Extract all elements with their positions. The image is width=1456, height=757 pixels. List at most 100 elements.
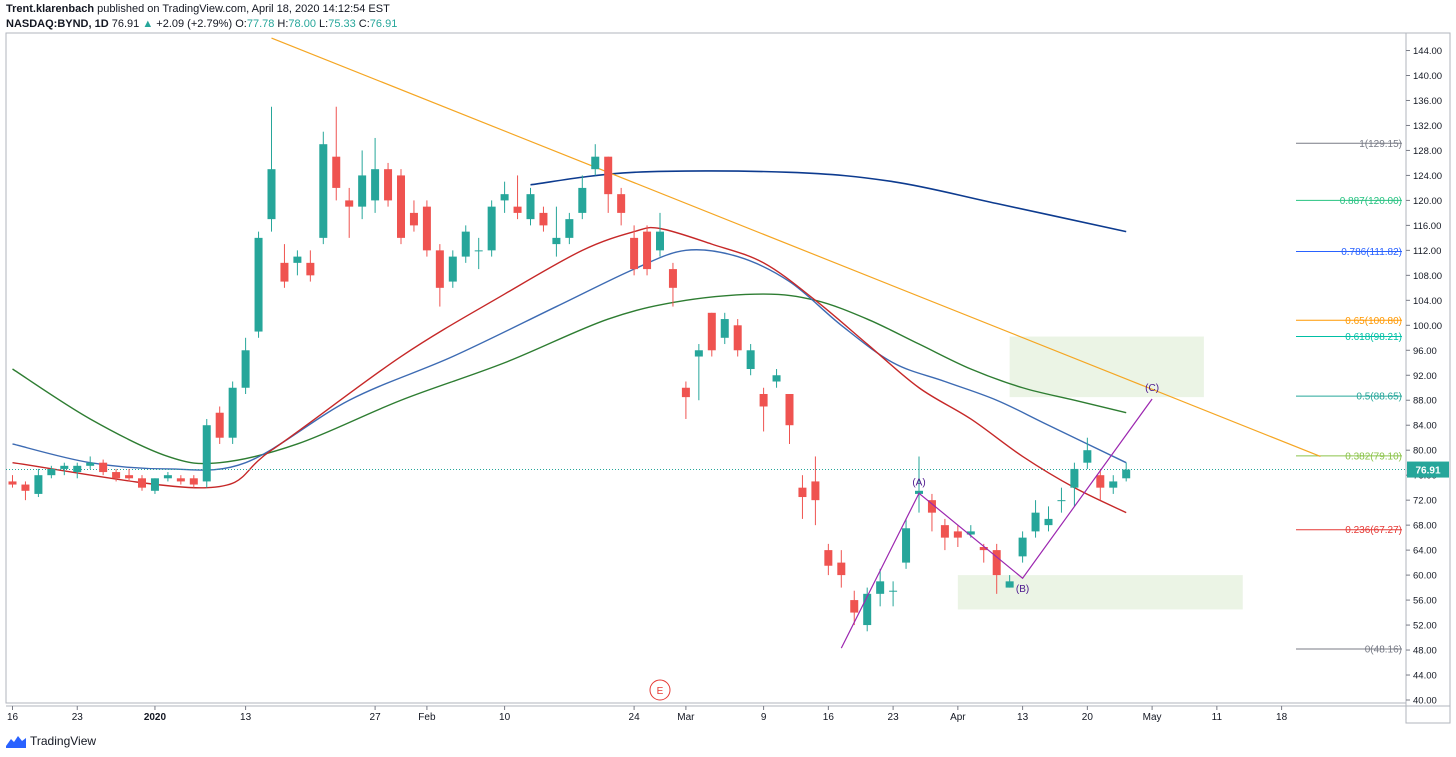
fib-level-label: 0.786(111.82) [1341,247,1402,258]
candle-body [267,169,276,220]
x-tick-label: 16 [823,712,835,723]
candle-body [435,250,444,288]
candle-body [319,144,328,238]
candle-body [384,169,393,201]
close-label: C: [358,18,370,30]
publish-info: Trent.klarenbach published on TradingVie… [6,3,390,15]
x-tick-label: Apr [950,712,966,723]
candle-body [565,219,574,238]
ohlc-legend: NASDAQ:BYND, 1D 76.91 ▲ +2.09 (+2.79%) O… [6,18,397,30]
x-tick-label: 2020 [144,712,167,723]
candle-body [1083,450,1092,463]
y-tick-label: 52.00 [1413,621,1437,632]
event-label: E [657,686,664,697]
elliott-wave-path [840,398,1153,649]
candle-body [306,262,315,276]
candle-body [746,350,755,370]
brand-name: TradingView [30,734,97,748]
candle-body [371,169,380,201]
candle-body [500,194,509,201]
candle-body [358,175,367,207]
candle-body [720,319,729,338]
candle-body [1122,469,1131,479]
x-tick-label: 20 [1082,712,1094,723]
candle-body [461,231,470,257]
change-value: +2.09 (+2.79%) [156,18,233,30]
x-tick-label: 23 [888,712,900,723]
candle-body [448,256,457,282]
wave-label: (B) [1016,584,1029,595]
candle-body [889,590,898,592]
candle-body [604,156,613,195]
fib-layer: 1(129.15) 0.887(120.00) 0.786(111.82) 0.65(… [1296,139,1402,656]
candles-layer [8,106,1131,632]
candle-body [876,581,885,594]
candle-body [798,487,807,498]
y-tick-label: 112.00 [1413,246,1441,257]
fib-level-label: 0.65(100.80) [1345,316,1402,327]
y-tick-label: 88.00 [1413,396,1437,407]
x-tick-label: 16 [7,712,19,723]
candle-body [1031,512,1040,532]
x-tick-label: 24 [629,712,641,723]
candle-body [668,269,677,288]
candle-body [966,531,975,535]
candle-body [785,393,794,426]
candle-body [8,481,17,485]
y-tick-label: 136.00 [1413,96,1442,107]
candle-body [824,550,833,566]
fib-level-label: 0.382(79.10) [1345,451,1402,462]
x-tick-label: 18 [1276,712,1288,723]
candle-body [513,206,522,213]
open-value: 77.78 [246,18,275,30]
y-tick-label: 120.00 [1413,196,1442,207]
candle-body [811,481,820,501]
tradingview-footer[interactable]: TradingView [6,734,96,748]
open-label: O: [235,18,247,30]
candle-body [163,475,172,479]
fib-level-label: 0.618(98.21) [1345,332,1402,343]
candle-body [241,350,250,388]
candle-body [150,478,159,491]
candle-body [940,525,949,538]
candle-body [1044,518,1053,526]
candle-body [176,478,185,482]
candle-body [34,475,43,494]
candle-body [837,562,846,576]
y-axis-frame [1405,32,1451,724]
candle-body [1018,537,1027,557]
fib-level-label: 1(129.15) [1359,139,1402,150]
candle-body [345,200,354,207]
y-tick-label: 104.00 [1413,296,1442,307]
candle-body [707,312,716,351]
x-tick-label: 11 [1212,712,1223,723]
fib-level-label: 0.236(67.27) [1345,525,1402,536]
fib-level-label: 0.887(120.00) [1340,196,1402,207]
candle-body [254,237,263,332]
candle-body [863,593,872,626]
annotation-layer: (A) (B) (C) E [649,383,1159,701]
candle-body [992,550,1001,576]
moving-average-long [12,293,1127,465]
wave-label: (C) [1145,383,1159,394]
candle-body [86,462,95,466]
candle-body [422,206,431,251]
candle-body [189,478,198,485]
candle-body [539,212,548,226]
y-tick-label: 68.00 [1413,521,1437,532]
candle-body [578,187,587,213]
earnings-event-icon [649,679,671,701]
fib-level-label: 0(48.16) [1365,645,1402,656]
y-tick-label: 124.00 [1413,171,1442,182]
y-tick-label: 140.00 [1413,71,1442,82]
published-text: published on TradingView.com, April 18, … [97,3,390,15]
candle-body [733,325,742,351]
candle-body [487,206,496,251]
candle-body [1096,475,1105,488]
last-price: 76.91 [111,18,140,30]
x-tick-label: 23 [72,712,84,723]
author-name[interactable]: Trent.klarenbach [6,3,95,15]
low-label: L: [319,18,329,30]
x-tick-label: Feb [418,712,436,723]
